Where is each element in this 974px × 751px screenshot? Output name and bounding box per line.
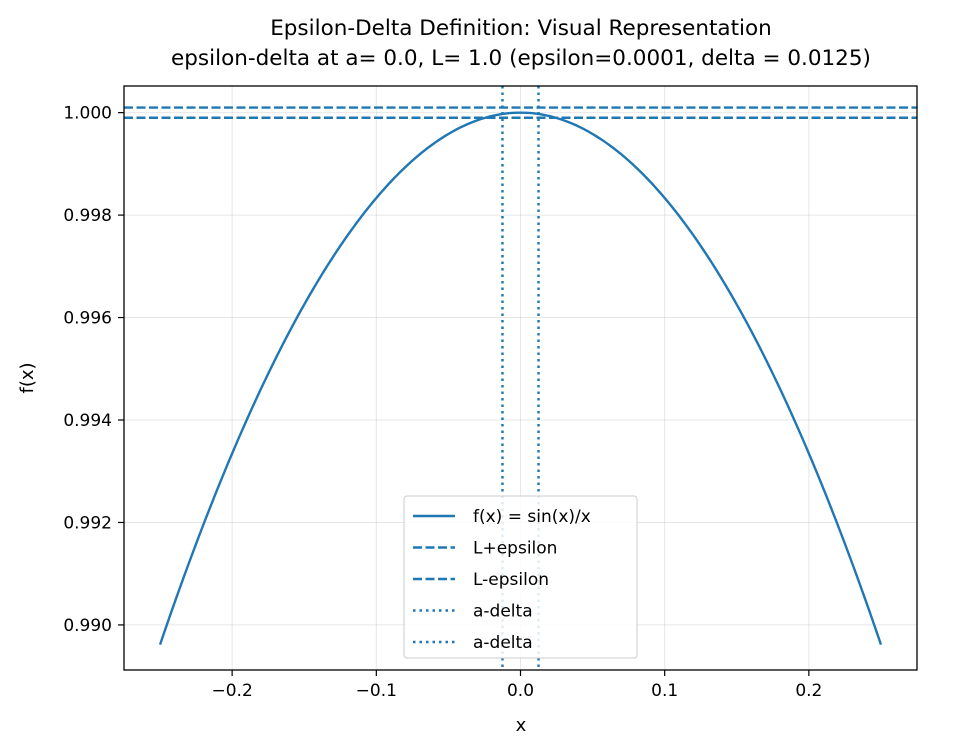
x-tick-label: −0.1 [356, 681, 397, 701]
y-axis: 0.990 0.992 0.994 0.996 0.998 1.000 [63, 104, 124, 636]
y-tick-label: 0.998 [63, 206, 112, 226]
chart-subtitle: epsilon-delta at a= 0.0, L= 1.0 (epsilon… [171, 46, 871, 71]
x-axis-label: x [516, 715, 527, 736]
y-tick-label: 0.994 [63, 411, 112, 431]
series-layer [124, 86, 917, 670]
y-tick-label: 0.990 [63, 616, 112, 636]
legend-label: L+epsilon [473, 539, 557, 559]
legend-label: L-epsilon [473, 570, 549, 590]
legend-box [403, 495, 638, 659]
series-curve-sinx-over-x [158, 111, 883, 645]
y-axis-label: f(x) [17, 362, 38, 393]
y-tick-label: 0.996 [63, 309, 112, 329]
x-tick-label: 0.0 [507, 681, 534, 701]
chart-title: Epsilon-Delta Definition: Visual Represe… [270, 16, 772, 41]
legend-label: a-delta [473, 602, 533, 622]
legend: f(x) = sin(x)/x L+epsilon L-epsilon a-delta… [403, 495, 638, 659]
x-tick-label: 0.1 [651, 681, 678, 701]
legend-label: f(x) = sin(x)/x [473, 507, 591, 527]
y-tick-label: 1.000 [63, 104, 112, 124]
x-axis: −0.2 −0.1 0.0 0.1 0.2 [211, 670, 822, 701]
legend-label: a-delta [473, 633, 533, 653]
x-tick-label: 0.2 [795, 681, 822, 701]
x-tick-label: −0.2 [211, 681, 252, 701]
y-tick-label: 0.992 [63, 513, 112, 533]
